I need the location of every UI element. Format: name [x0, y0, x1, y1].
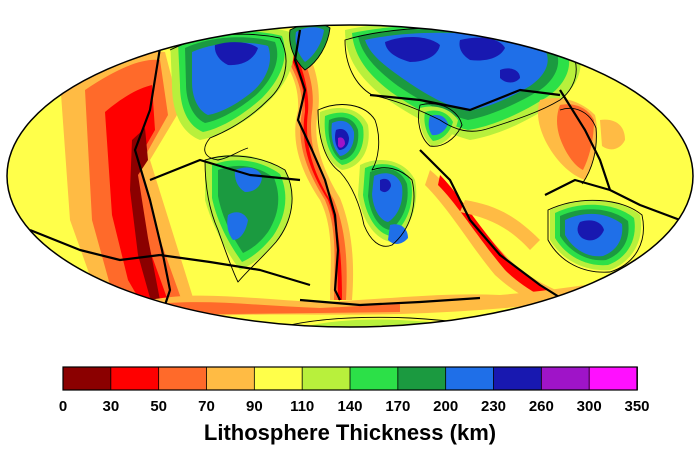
world-map [6, 24, 694, 328]
legend-tick-label: 90 [246, 398, 263, 415]
legend-tick-label: 0 [59, 398, 67, 415]
legend-tick-label: 350 [624, 398, 649, 415]
legend-tick-label: 50 [150, 398, 167, 415]
north-america-craton [170, 26, 294, 140]
legend-bin-170-200 [397, 366, 447, 391]
color-legend: 0 30 50 70 90 110 140 170 200 230 260 300 350 Lithos… [59, 366, 650, 445]
legend-tick-label: 200 [433, 398, 458, 415]
east-asia-thin-zone [537, 98, 625, 180]
eurasia-craton [345, 25, 581, 140]
legend-tick-label: 170 [385, 398, 410, 415]
legend-bin-260-300 [540, 366, 591, 391]
legend-tick-labels: 0 30 50 70 90 110 140 170 200 230 260 300 350 [59, 398, 650, 415]
legend-color-bins [62, 366, 638, 391]
globe-outline [6, 24, 694, 328]
legend-title: Lithosphere Thickness (km) [204, 420, 496, 445]
plate-boundaries [29, 29, 681, 321]
legend-bin-300-350 [588, 366, 638, 391]
legend-tick-label: 140 [337, 398, 362, 415]
legend-bin-30-50 [110, 366, 160, 391]
legend-bin-0-30 [62, 366, 112, 391]
legend-tick-label: 260 [529, 398, 554, 415]
legend-bin-90-110 [253, 366, 304, 391]
legend-tick-label: 110 [290, 398, 314, 415]
legend-bin-140-170 [349, 366, 399, 391]
legend-tick-label: 70 [198, 398, 215, 415]
legend-bin-200-230 [445, 366, 495, 391]
australia-craton [550, 200, 642, 271]
legend-tick-label: 230 [481, 398, 506, 415]
legend-bin-110-140 [301, 366, 351, 391]
legend-frame [62, 366, 638, 391]
legend-tick-label: 300 [577, 398, 602, 415]
arabia-craton [419, 106, 458, 146]
africa-cratons [319, 108, 417, 244]
legend-bin-230-260 [493, 366, 543, 391]
south-america-craton [205, 154, 293, 270]
legend-tick-label: 30 [102, 398, 119, 415]
mid-atlantic-ridge-zone [268, 36, 354, 300]
legend-bin-70-90 [206, 366, 256, 391]
legend-bin-50-70 [158, 366, 208, 391]
